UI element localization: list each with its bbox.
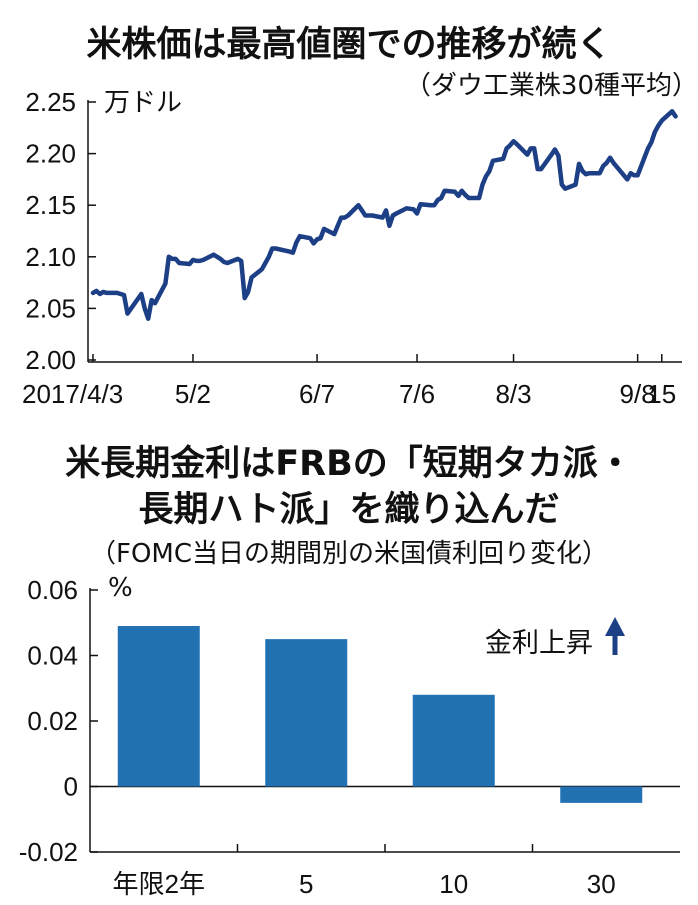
chart1-x-tick-label: 6/7 — [299, 379, 335, 409]
chart2-y-tick-label: 0.02 — [27, 706, 78, 736]
up-arrow-icon — [605, 617, 625, 655]
chart1-title: 米株価は最高値圏での推移が続く — [86, 25, 611, 65]
bar-2 — [412, 694, 495, 787]
chart2-y-tick-label: 0.06 — [27, 575, 78, 605]
chart1-x-tick-label: 7/6 — [399, 379, 435, 409]
chart2-x-tick-label: 5 — [299, 869, 313, 899]
chart2-subtitle: （FOMC当日の期間別の米国債利回り変化） — [90, 539, 608, 569]
bar-0 — [117, 626, 200, 787]
chart1-y-tick-label: 2.00 — [25, 345, 76, 375]
chart2-y-tick-label: -0.02 — [19, 837, 78, 867]
chart1-y-tick-label: 2.20 — [25, 139, 76, 169]
chart2-x-tick-label: 年限2年 — [113, 869, 205, 899]
chart2-x-tick-label: 10 — [439, 869, 468, 899]
dow-series-line — [90, 109, 678, 321]
chart1-x-tick-label: 9/8 — [620, 379, 656, 409]
chart1-y-tick-label: 2.05 — [25, 293, 76, 323]
chart2-y-tick-label: 0 — [64, 772, 78, 802]
chart1-y-tick-label: 2.25 — [25, 87, 76, 117]
chart2-y-tick-label: 0.04 — [27, 641, 78, 671]
dow-line-chart: 米株価は最高値圏での推移が続く （ダウ工業株30種平均） 万ドル 2.25 2.2… — [22, 25, 698, 409]
chart1-x-tick-label: 5/2 — [175, 379, 211, 409]
chart1-y-tick-label: 2.15 — [25, 190, 76, 220]
chart2-x-tick-label: 30 — [587, 869, 616, 899]
chart1-x-tick-label: 2017/4/3 — [22, 379, 123, 409]
chart2-title-line2: 長期ハト派」を織り込んだ — [138, 490, 559, 530]
chart1-subtitle: （ダウ工業株30種平均） — [405, 71, 698, 101]
chart1-x-tick-label: 8/3 — [495, 379, 531, 409]
bar-3 — [560, 786, 643, 803]
chart1-x-tick-label: 15 — [647, 379, 676, 409]
chart1-y-unit: 万ドル — [104, 88, 182, 118]
bar-1 — [265, 639, 348, 787]
chart2-title: 米長期金利はFRBの「短期タカ派・ — [65, 443, 633, 484]
rate-rise-annotation: 金利上昇 — [485, 628, 593, 659]
chart2-y-unit: % — [108, 573, 133, 603]
chart1-y-tick-label: 2.10 — [25, 242, 76, 272]
yield-bar-chart: 米長期金利はFRBの「短期タカ派・ 長期ハト派」を織り込んだ （FOMC当日の期… — [19, 443, 680, 899]
